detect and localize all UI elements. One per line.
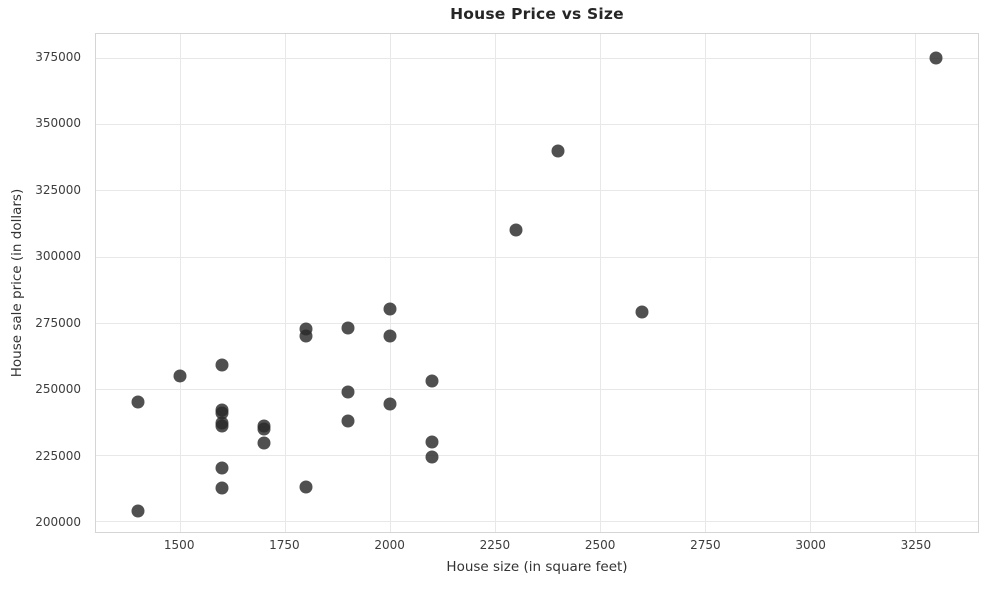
data-point xyxy=(215,419,229,433)
data-point xyxy=(425,450,439,463)
gridline-horizontal xyxy=(96,57,978,59)
gridline-horizontal xyxy=(96,388,978,390)
x-axis-ticks: 1500 1750 2000 2250 2500 2750 3000 3250 xyxy=(95,533,979,555)
y-tick-label: 300000 xyxy=(35,249,81,264)
x-tick-label: 3250 xyxy=(900,538,932,552)
gridline-vertical xyxy=(810,34,811,532)
x-tick-label: 3000 xyxy=(795,538,826,552)
data-point xyxy=(215,461,229,475)
gridline-horizontal xyxy=(96,190,978,192)
gridline-vertical xyxy=(285,34,286,532)
data-point xyxy=(299,480,313,494)
data-point xyxy=(425,374,439,388)
data-point xyxy=(425,435,439,449)
y-tick-label: 275000 xyxy=(35,315,81,330)
gridline-vertical xyxy=(600,34,601,532)
x-tick-label: 2000 xyxy=(374,538,405,552)
y-tick-label: 325000 xyxy=(35,182,81,197)
data-point xyxy=(929,51,943,65)
gridline-vertical xyxy=(180,34,181,532)
y-tick-label: 375000 xyxy=(35,49,81,64)
data-point xyxy=(257,422,271,436)
plot-area xyxy=(95,33,979,533)
data-point xyxy=(341,414,355,428)
data-point xyxy=(341,321,355,335)
gridline-horizontal xyxy=(96,455,978,457)
y-tick-label: 200000 xyxy=(35,515,81,530)
data-point xyxy=(173,369,187,383)
data-point xyxy=(215,481,229,495)
data-point xyxy=(215,406,229,420)
gridline-vertical xyxy=(389,34,391,532)
data-point xyxy=(551,144,565,158)
data-point xyxy=(383,329,397,343)
data-point xyxy=(131,504,145,518)
gridline-horizontal xyxy=(96,322,978,324)
y-axis-ticks: 200000 225000 250000 275000 300000 325000 3500… xyxy=(0,33,88,533)
x-tick-label: 1500 xyxy=(163,538,195,552)
data-point xyxy=(215,358,229,372)
data-point xyxy=(299,329,313,343)
data-point xyxy=(635,305,649,319)
y-tick-label: 225000 xyxy=(35,448,81,463)
gridline-horizontal xyxy=(96,256,978,258)
x-axis-label: House size (in square feet) xyxy=(446,559,628,575)
gridline-vertical xyxy=(705,34,706,532)
data-point xyxy=(131,395,145,409)
data-point xyxy=(383,302,397,316)
chart-title: House Price vs Size xyxy=(450,5,624,23)
data-point xyxy=(383,397,397,411)
x-tick-label: 2250 xyxy=(479,538,511,552)
gridline-horizontal xyxy=(96,521,978,523)
gridline-vertical xyxy=(495,34,496,532)
data-point xyxy=(341,385,355,399)
y-tick-label: 250000 xyxy=(35,382,81,397)
x-tick-label: 2750 xyxy=(690,538,721,552)
data-point xyxy=(257,436,271,450)
x-tick-label: 2500 xyxy=(584,538,616,552)
gridline-vertical xyxy=(915,34,916,532)
data-point xyxy=(509,223,523,237)
y-tick-label: 350000 xyxy=(35,116,81,131)
gridline-horizontal xyxy=(96,124,978,126)
x-tick-label: 1750 xyxy=(269,538,300,552)
